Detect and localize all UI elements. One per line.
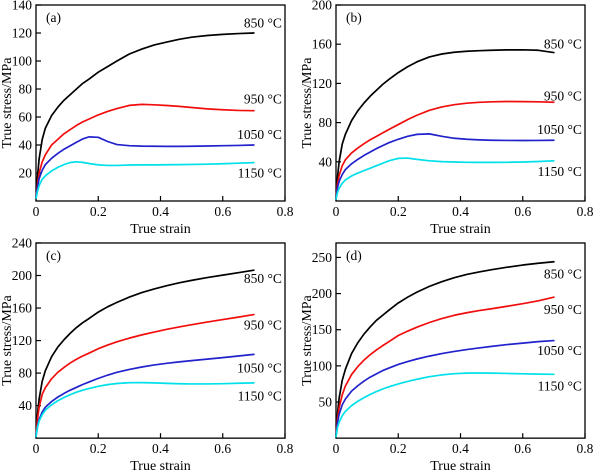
x-tick-label: 0.4	[152, 204, 169, 219]
x-tick-label: 0.4	[152, 441, 169, 456]
series-label: 950 °C	[544, 302, 582, 317]
series-line-1150c	[335, 372, 555, 438]
y-axis-title: True stress/MPa	[0, 295, 15, 386]
x-tick-label: 0.6	[514, 204, 531, 219]
series-line-950c	[335, 296, 555, 438]
series-line-1050c	[335, 339, 555, 438]
x-tick-label: 0	[33, 441, 40, 456]
series-line-1150c	[35, 381, 255, 438]
x-axis-title: True strain	[430, 459, 491, 474]
y-tick-label: 40	[19, 138, 33, 153]
chart-panel-b: 0 0.2 0.4 0.6 0.8 40 80 120 160 200 True strain Tru…	[300, 0, 594, 237]
y-tick-label: 40	[19, 398, 33, 413]
x-tick-label: 0.2	[390, 204, 407, 219]
y-tick-label: 40	[319, 154, 333, 169]
y-tick-label: 240	[12, 238, 33, 250]
series-line-850c	[335, 48, 555, 200]
panel-letter: (d)	[346, 248, 362, 263]
series-line-850c	[335, 260, 555, 438]
series-label: 1150 °C	[238, 388, 282, 403]
y-tick-label: 150	[312, 322, 333, 337]
series-line-1050c	[35, 136, 255, 200]
y-tick-label: 80	[19, 366, 33, 381]
x-axis-title: True strain	[130, 222, 191, 237]
series-line-1050c	[35, 353, 255, 438]
y-axis-title: True stress/MPa	[300, 295, 315, 386]
x-tick-label: 0.4	[452, 204, 469, 219]
series-label: 850 °C	[544, 267, 582, 282]
series-line-850c	[35, 32, 255, 200]
x-tick-label: 0	[33, 204, 40, 219]
x-tick-label: 0	[333, 441, 340, 456]
y-axis-title: True stress/MPa	[300, 57, 315, 149]
series-label: 1050 °C	[237, 361, 282, 376]
x-tick-label: 0.8	[277, 204, 294, 219]
series-label: 950 °C	[544, 89, 582, 104]
series-line-950c	[335, 100, 555, 200]
panel-letter: (b)	[346, 10, 362, 25]
x-tick-label: 0.2	[390, 441, 407, 456]
y-tick-label: 160	[12, 301, 33, 316]
x-tick-label: 0.4	[452, 441, 469, 456]
x-tick-label: 0.6	[514, 441, 531, 456]
series-label: 1050 °C	[537, 343, 582, 358]
x-tick-label: 0.6	[214, 204, 231, 219]
y-tick-label: 140	[12, 0, 33, 13]
series-label: 850 °C	[244, 271, 282, 286]
panel-letter: (c)	[46, 248, 61, 263]
series-label: 1150 °C	[238, 166, 282, 181]
chart-panel-a: 0 0.2 0.4 0.6 0.8 20 40 60 80 100 120 140 True strai…	[0, 0, 294, 237]
y-tick-label: 80	[319, 115, 333, 130]
y-tick-label: 120	[12, 333, 33, 348]
series-line-1150c	[35, 160, 255, 200]
y-tick-label: 160	[312, 37, 333, 52]
panel-a: 0 0.2 0.4 0.6 0.8 20 40 60 80 100 120 140 True strai…	[0, 0, 300, 238]
series-line-1050c	[335, 133, 555, 200]
x-axis-title: True strain	[130, 459, 191, 474]
series-label: 1050 °C	[537, 122, 582, 137]
panel-c: 0 0.2 0.4 0.6 0.8 40 80 120 160 200 240 True strain…	[0, 238, 300, 475]
y-tick-label: 250	[312, 250, 333, 265]
x-tick-label: 0.2	[90, 441, 107, 456]
chart-panel-c: 0 0.2 0.4 0.6 0.8 40 80 120 160 200 240 True strain…	[0, 238, 294, 474]
x-axis-title: True strain	[430, 222, 491, 237]
y-tick-label: 80	[19, 82, 33, 97]
x-tick-label: 0.8	[577, 441, 594, 456]
panel-b: 0 0.2 0.4 0.6 0.8 40 80 120 160 200 True strain Tru…	[300, 0, 600, 238]
y-tick-label: 50	[319, 395, 333, 410]
y-tick-label: 100	[312, 358, 333, 373]
panel-d: 0 0.2 0.4 0.6 0.8 50 100 150 200 250 True strain Tr…	[300, 238, 600, 475]
x-tick-label: 0.2	[90, 204, 107, 219]
x-tick-label: 0.8	[577, 204, 594, 219]
series-label: 1050 °C	[237, 127, 282, 142]
series-label: 1150 °C	[538, 379, 582, 394]
series-line-950c	[35, 313, 255, 438]
series-label: 850 °C	[544, 37, 582, 52]
series-label: 850 °C	[244, 16, 282, 31]
y-tick-label: 120	[12, 26, 33, 41]
series-label: 950 °C	[244, 318, 282, 333]
panel-letter: (a)	[46, 10, 61, 25]
chart-panel-d: 0 0.2 0.4 0.6 0.8 50 100 150 200 250 True strain Tr…	[300, 242, 594, 474]
x-tick-label: 0	[333, 204, 340, 219]
x-tick-label: 0.6	[214, 441, 231, 456]
y-tick-label: 200	[312, 0, 333, 13]
y-tick-label: 60	[19, 110, 33, 125]
y-tick-label: 200	[12, 268, 33, 283]
series-line-1150c	[335, 157, 555, 200]
y-tick-label: 20	[19, 166, 33, 181]
y-tick-label: 200	[312, 286, 333, 301]
series-line-950c	[35, 103, 255, 200]
y-axis-title: True stress/MPa	[0, 57, 15, 149]
series-line-850c	[35, 269, 255, 438]
x-tick-label: 0.8	[277, 441, 294, 456]
series-label: 1150 °C	[538, 164, 582, 179]
y-tick-label: 120	[312, 76, 333, 91]
y-tick-label: 100	[12, 54, 33, 69]
series-label: 950 °C	[244, 91, 282, 106]
